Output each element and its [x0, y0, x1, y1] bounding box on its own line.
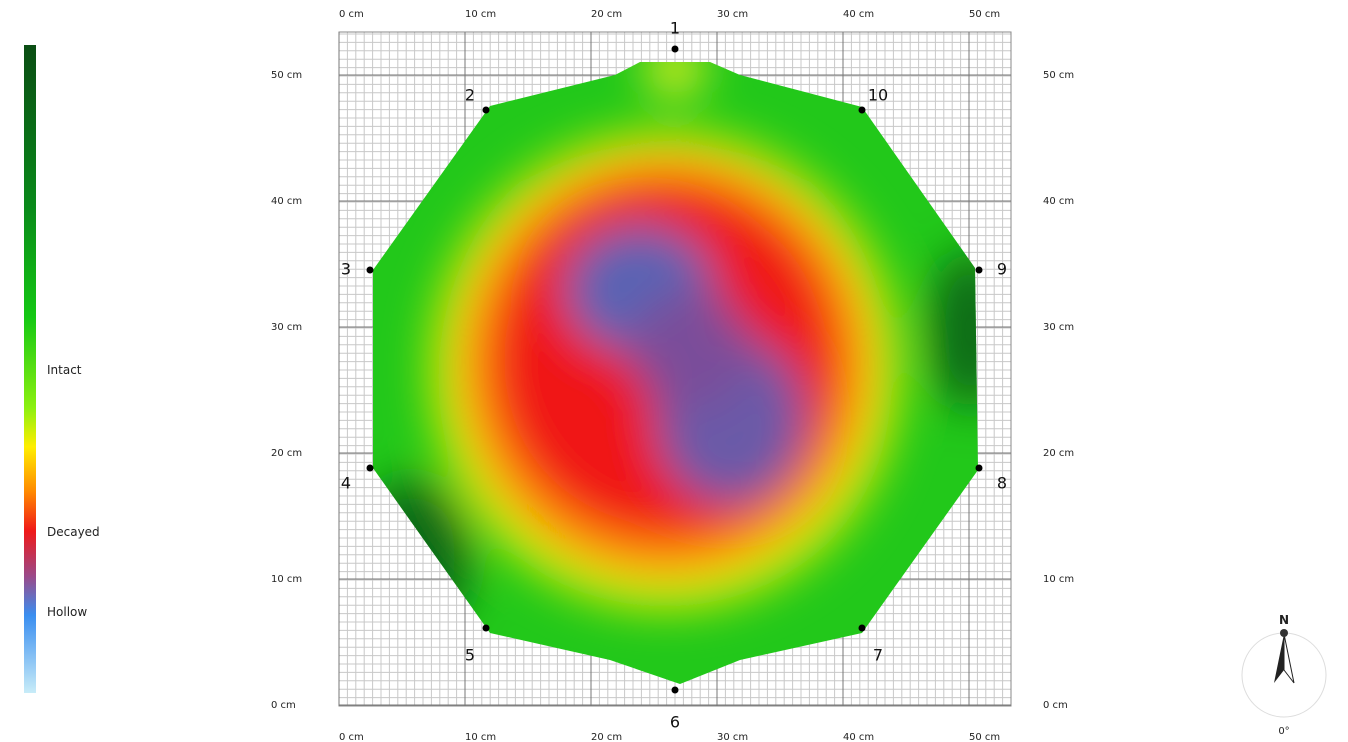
sensor-point: [858, 624, 866, 632]
compass-angle: 0°: [1278, 726, 1289, 737]
scale-label: Intact: [47, 363, 82, 377]
y-tick-label: 50 cm: [1043, 70, 1074, 81]
sensor-label: 3: [341, 260, 351, 279]
sensor-point: [671, 686, 679, 694]
sensor-point: [858, 106, 866, 114]
sensor-label: 8: [997, 474, 1007, 493]
y-tick-label: 20 cm: [271, 448, 302, 459]
sensor-label: 10: [868, 86, 888, 105]
compass: N 0°: [1241, 613, 1327, 737]
x-tick-label: 0 cm: [339, 732, 364, 742]
sensor-point: [366, 464, 374, 472]
y-tick-label: 50 cm: [271, 70, 302, 81]
sensor-label: 6: [670, 713, 680, 732]
y-tick-label: 20 cm: [1043, 448, 1074, 459]
y-tick-label: 30 cm: [271, 322, 302, 333]
y-tick-label: 40 cm: [271, 196, 302, 207]
sensor-label: 4: [341, 474, 351, 493]
x-tick-label: 30 cm: [717, 9, 748, 20]
y-tick-label: 30 cm: [1043, 322, 1074, 333]
x-tick-label: 50 cm: [969, 9, 1000, 20]
sensor-point: [975, 266, 983, 274]
sensor-label: 9: [997, 260, 1007, 279]
sensor-point: [975, 464, 983, 472]
sensor-point: [482, 624, 490, 632]
sensor-point: [671, 45, 679, 53]
y-tick-label: 10 cm: [1043, 574, 1074, 585]
x-tick-label: 10 cm: [465, 732, 496, 742]
scale-label: Hollow: [47, 605, 87, 619]
sensor-point: [482, 106, 490, 114]
y-tick-label: 40 cm: [1043, 196, 1074, 207]
scale-label: Decayed: [47, 525, 100, 539]
y-tick-label: 0 cm: [271, 700, 296, 711]
sensor-label: 1: [670, 19, 680, 38]
sensor-label: 5: [465, 646, 475, 665]
sensor-point: [366, 266, 374, 274]
x-tick-label: 20 cm: [591, 732, 622, 742]
y-tick-label: 10 cm: [271, 574, 302, 585]
tomogram: [373, 62, 978, 684]
sensor-label: 2: [465, 86, 475, 105]
x-tick-label: 20 cm: [591, 9, 622, 20]
x-tick-label: 10 cm: [465, 9, 496, 20]
x-tick-label: 50 cm: [969, 732, 1000, 742]
x-tick-label: 30 cm: [717, 732, 748, 742]
sensor-label: 7: [873, 646, 883, 665]
y-tick-label: 0 cm: [1043, 700, 1068, 711]
x-tick-label: 40 cm: [843, 9, 874, 20]
color-scale: [24, 45, 36, 693]
compass-north: N: [1279, 613, 1289, 627]
x-tick-label: 40 cm: [843, 732, 874, 742]
x-tick-label: 0 cm: [339, 9, 364, 20]
sensors: 1 2 3 4 5 6 7 8 9 10: [341, 19, 1007, 732]
